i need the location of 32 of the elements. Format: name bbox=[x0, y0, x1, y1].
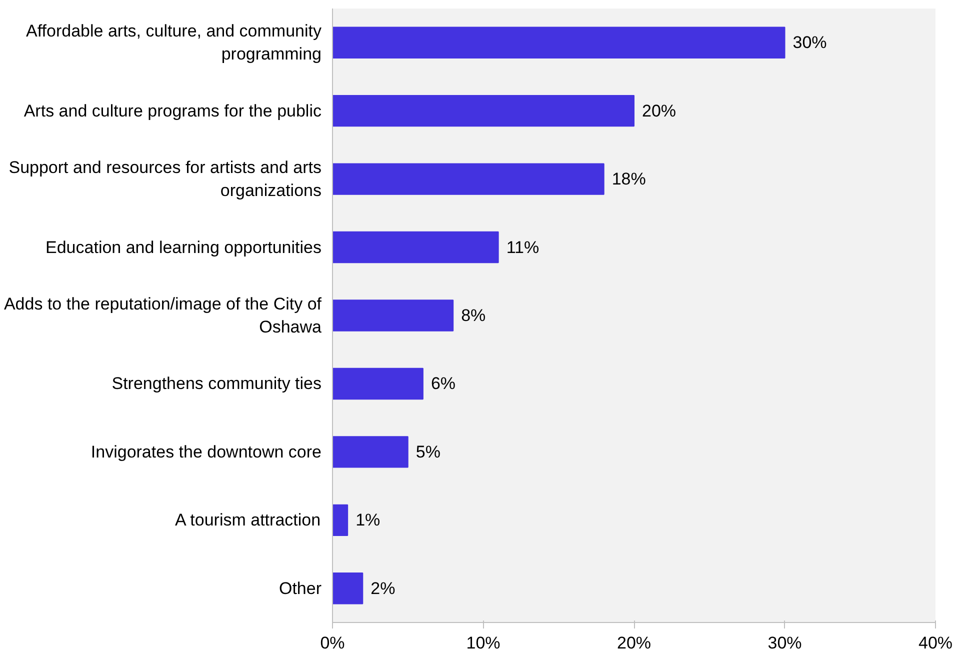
bar bbox=[332, 163, 604, 195]
data-label: 6% bbox=[430, 374, 456, 394]
data-label: 20% bbox=[642, 101, 676, 120]
bar bbox=[332, 231, 499, 264]
y-tick-label: Invigorates the downtown core bbox=[90, 442, 322, 462]
x-tick-label: 0% bbox=[320, 634, 345, 652]
bar bbox=[332, 504, 348, 536]
bar bbox=[332, 436, 408, 468]
x-tick-label: 20% bbox=[616, 634, 652, 652]
x-tick-label: 40% bbox=[918, 634, 953, 652]
data-label: 30% bbox=[792, 33, 827, 52]
data-label: 1% bbox=[356, 510, 380, 530]
y-tick-label: Strengthens community ties bbox=[112, 374, 322, 394]
y-tick-label: Education and learning opportunities bbox=[46, 238, 322, 257]
y-tick-label: Affordable arts, culture, and community programming bbox=[26, 22, 322, 64]
data-label: 18% bbox=[612, 170, 646, 189]
bar bbox=[332, 368, 424, 400]
data-label: 8% bbox=[461, 306, 486, 325]
bar bbox=[332, 300, 454, 332]
y-tick-label: A tourism attraction bbox=[175, 510, 321, 530]
y-tick-label: Arts and culture programs for the public bbox=[24, 101, 322, 120]
y-tick-label: Adds to the reputation/image of the City of Oshawa bbox=[4, 294, 322, 336]
data-label: 5% bbox=[416, 442, 440, 462]
x-tick-label: 30% bbox=[768, 634, 802, 652]
y-tick-label: Other bbox=[278, 578, 322, 598]
bar bbox=[332, 26, 786, 58]
x-tick-label: 10% bbox=[466, 634, 500, 652]
data-label: 2% bbox=[370, 578, 396, 598]
bar bbox=[332, 572, 364, 604]
bar bbox=[332, 94, 634, 127]
data-label: 11% bbox=[506, 238, 540, 257]
y-tick-label: Support and resources for artists and arts organizations bbox=[8, 158, 322, 200]
